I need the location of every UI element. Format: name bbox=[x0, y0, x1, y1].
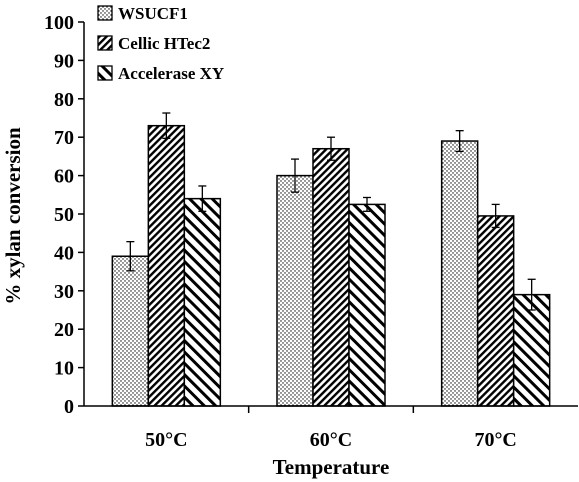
x-tick-label: 70°C bbox=[474, 429, 516, 451]
legend: WSUCF1 Cellic HTec2 Accelerase XY bbox=[97, 4, 224, 83]
y-axis-label: % xylan conversion bbox=[1, 127, 25, 305]
y-tick-label: 20 bbox=[54, 319, 74, 341]
error-bar bbox=[291, 158, 299, 193]
y-tick-label: 30 bbox=[54, 281, 74, 303]
y-tick-label: 40 bbox=[54, 242, 74, 264]
error-bar bbox=[527, 278, 536, 311]
error-bar bbox=[198, 185, 207, 212]
y-tick-label: 0 bbox=[64, 396, 74, 418]
y-tick-label: 70 bbox=[54, 127, 74, 149]
bar bbox=[440, 140, 479, 407]
x-tick-label: 50°C bbox=[145, 429, 187, 451]
bar bbox=[183, 197, 222, 407]
legend-label: WSUCF1 bbox=[118, 4, 188, 23]
bar bbox=[276, 174, 314, 407]
bar bbox=[512, 293, 551, 407]
x-tick-label: 60°C bbox=[310, 429, 352, 451]
legend-item: Accelerase XY bbox=[97, 64, 224, 83]
legend-swatch bbox=[97, 35, 113, 51]
y-tick-label: 80 bbox=[54, 89, 74, 111]
legend-label: Cellic HTec2 bbox=[118, 34, 210, 53]
legend-swatch bbox=[97, 65, 113, 81]
y-tick-label: 90 bbox=[54, 50, 74, 72]
error-bar bbox=[126, 240, 135, 272]
bar bbox=[476, 215, 515, 407]
error-bar bbox=[491, 203, 500, 229]
bar bbox=[312, 147, 350, 407]
legend-label: Accelerase XY bbox=[118, 64, 224, 83]
y-tick-label: 100 bbox=[44, 12, 74, 34]
y-tick-label: 60 bbox=[54, 166, 74, 188]
error-bar bbox=[363, 196, 371, 212]
y-tick-label: 50 bbox=[54, 204, 74, 226]
y-tick-label: 10 bbox=[54, 358, 74, 380]
error-bar bbox=[327, 136, 335, 161]
bar bbox=[111, 255, 150, 407]
bar bbox=[147, 124, 186, 407]
bar bbox=[348, 203, 386, 407]
legend-item: WSUCF1 bbox=[97, 4, 188, 23]
error-bar bbox=[455, 130, 464, 153]
legend-item: Cellic HTec2 bbox=[97, 34, 210, 53]
error-bar bbox=[162, 112, 171, 140]
x-axis-label: Temperature bbox=[273, 455, 390, 479]
legend-swatch bbox=[97, 5, 113, 21]
